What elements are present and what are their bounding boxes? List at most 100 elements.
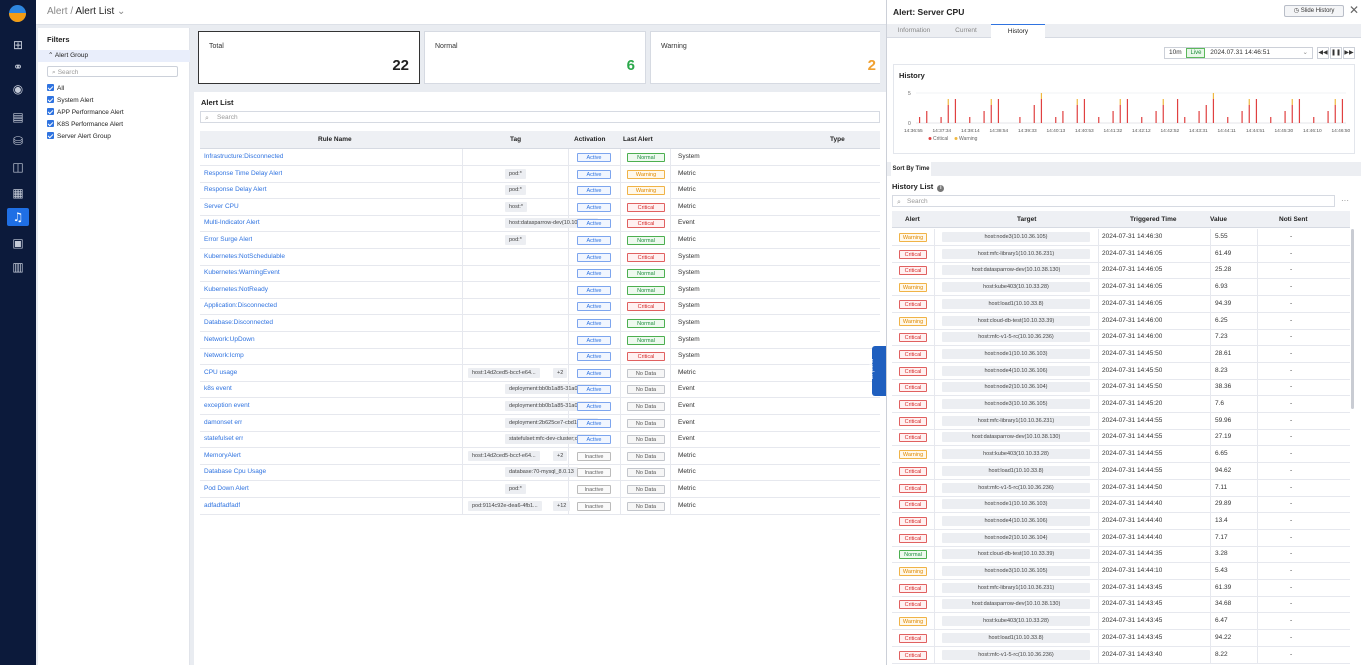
table-row[interactable]: Infrastructure:Disconnected Active Normal S…: [200, 149, 880, 166]
table-row[interactable]: Kubernetes:WarningEvent Active Normal Syste…: [200, 265, 880, 283]
tag-more-count[interactable]: +2: [553, 367, 568, 378]
history-row[interactable]: Warning host:node3(10.10.36.105) 2024-07-3…: [892, 229, 1350, 246]
rule-name-link[interactable]: Database Cpu Usage: [204, 468, 267, 476]
history-row[interactable]: Critical host:mfc-v1-5-rc(10.10.36.236) 20…: [892, 329, 1350, 347]
filter-option[interactable]: All: [47, 84, 64, 94]
history-row[interactable]: Critical host:node1(10.10.36.103) 2024-07-…: [892, 496, 1350, 514]
time-range-picker[interactable]: 10m Live 2024.07.31 14:46:51 ⌄: [1164, 47, 1313, 59]
tag-more-count[interactable]: +12: [553, 500, 571, 511]
rule-name-link[interactable]: Kubernetes:WarningEvent: [204, 269, 280, 277]
checkbox[interactable]: [47, 120, 54, 127]
col-type[interactable]: Type: [830, 136, 845, 143]
rule-name-link[interactable]: Error Surge Alert: [204, 236, 253, 243]
history-row[interactable]: Critical host:load1(10.10.33.8) 2024-07-31…: [892, 629, 1350, 647]
activation-badge[interactable]: Active: [577, 285, 611, 295]
checkbox[interactable]: [47, 96, 54, 103]
history-row[interactable]: Critical host:load1(10.10.33.8) 2024-07-31…: [892, 295, 1350, 313]
table-row[interactable]: Multi-Indicator Alert host:datasparrow-de…: [200, 215, 880, 233]
activation-badge[interactable]: Inactive: [577, 451, 611, 461]
history-row[interactable]: Critical host:mfc-v1-5-rc(10.10.36.236) 20…: [892, 646, 1350, 664]
rule-name-link[interactable]: adfadfadfadf: [204, 501, 241, 509]
filter-option[interactable]: K8S Performance Alert: [47, 120, 123, 130]
col-activation[interactable]: Activation: [574, 136, 606, 143]
activation-badge[interactable]: Active: [577, 335, 611, 345]
history-row[interactable]: Critical host:datasparrow-dev(10.10.38.13…: [892, 596, 1350, 614]
database-icon[interactable]: ⛁: [12, 134, 24, 148]
col-alert[interactable]: Alert: [905, 216, 920, 223]
server-icon[interactable]: ◉: [12, 82, 24, 96]
activation-badge[interactable]: Active: [577, 202, 611, 212]
history-row[interactable]: Critical host:node3(10.10.36.105) 2024-07-…: [892, 396, 1350, 413]
history-row[interactable]: Critical host:node2(10.10.36.104) 2024-07-…: [892, 379, 1350, 397]
table-row[interactable]: Response Delay Alert pod:* Active Warning Me…: [200, 182, 880, 200]
rule-name-link[interactable]: damonset err: [204, 418, 243, 426]
table-row[interactable]: damonset err deployment:2b625ce7-cbd1-4ff…: [200, 414, 880, 432]
rule-name-link[interactable]: Infrastructure:Disconnected: [204, 153, 284, 160]
filter-option[interactable]: Server Alert Group: [47, 132, 111, 142]
tab-current[interactable]: Current: [955, 27, 977, 34]
table-row[interactable]: Application:Disconnected Active Critical Sy…: [200, 298, 880, 316]
history-row[interactable]: Warning host:kube403(10.10.33.28) 2024-07-…: [892, 279, 1350, 297]
tab-history[interactable]: History: [991, 24, 1045, 38]
table-row[interactable]: Kubernetes:NotSchedulable Active Critical S…: [200, 248, 880, 266]
history-row[interactable]: Critical host:node4(10.10.36.106) 2024-07-…: [892, 362, 1350, 380]
rule-name-link[interactable]: Kubernetes:NotSchedulable: [204, 252, 285, 260]
rule-name-link[interactable]: Network:UpDown: [204, 335, 255, 343]
rule-name-link[interactable]: Pod Down Alert: [204, 485, 249, 492]
table-row[interactable]: statefulset err statefulset:mfc-dev-clust…: [200, 431, 880, 449]
rule-name-link[interactable]: MemoryAlert: [204, 451, 241, 459]
report-icon[interactable]: ▦: [12, 186, 24, 200]
history-search-input[interactable]: ⌕ Search: [892, 195, 1335, 207]
document-icon[interactable]: ▥: [12, 260, 24, 274]
info-icon[interactable]: i: [937, 185, 945, 192]
forward-button[interactable]: ▶▶: [1343, 47, 1355, 59]
activation-badge[interactable]: Active: [577, 219, 611, 229]
activation-badge[interactable]: Active: [577, 302, 611, 312]
chart-icon[interactable]: ◫: [12, 160, 24, 174]
table-row[interactable]: CPU usage host:14d2ced5-bccf-e64... +2 Acti…: [200, 364, 880, 382]
history-row[interactable]: Warning host:node3(10.10.36.105) 2024-07-3…: [892, 563, 1350, 580]
col-tag[interactable]: Tag: [510, 136, 522, 143]
history-row[interactable]: Critical host:load1(10.10.33.8) 2024-07-31…: [892, 462, 1350, 480]
activation-badge[interactable]: Inactive: [577, 468, 611, 478]
table-row[interactable]: MemoryAlert host:14d2ced5-bccf-e64... +2 In…: [200, 447, 880, 465]
rule-name-link[interactable]: Database:Disconnected: [204, 319, 274, 326]
rule-name-link[interactable]: exception event: [204, 402, 250, 409]
tab-information[interactable]: Information: [897, 27, 931, 34]
filter-option[interactable]: System Alert: [47, 96, 93, 106]
table-row[interactable]: exception event deployment:bb0b1a85-31a0-…: [200, 398, 880, 415]
history-row[interactable]: Critical host:datasparrow-dev(10.10.38.13…: [892, 429, 1350, 447]
history-row[interactable]: Critical host:mfc-library1(10.10.36.231) 2…: [892, 579, 1350, 597]
checkbox[interactable]: [47, 84, 54, 91]
activation-badge[interactable]: Active: [577, 418, 611, 428]
rewind-button[interactable]: ◀◀: [1317, 47, 1329, 59]
expand-handle[interactable]: Expand: [869, 346, 886, 396]
activation-badge[interactable]: Active: [577, 269, 611, 279]
scrollbar-thumb[interactable]: [1351, 229, 1354, 409]
rule-name-link[interactable]: Kubernetes:NotReady: [204, 285, 268, 293]
history-row[interactable]: Critical host:datasparrow-dev(10.10.38.13…: [892, 262, 1350, 280]
filter-search-input[interactable]: ⌕ Search: [47, 66, 178, 77]
history-row[interactable]: Normal host:cloud-db-test(10.10.33.39) 202…: [892, 546, 1350, 564]
close-icon[interactable]: ✕: [1349, 3, 1360, 17]
activation-badge[interactable]: Active: [577, 153, 611, 162]
table-row[interactable]: Network:UpDown Active Normal System: [200, 331, 880, 349]
table-row[interactable]: Pod Down Alert pod:* Inactive No Data Metric: [200, 481, 880, 498]
activation-badge[interactable]: Active: [577, 402, 611, 411]
history-row[interactable]: Critical host:node4(10.10.36.106) 2024-07-…: [892, 512, 1350, 530]
bell-icon[interactable]: ♫: [7, 208, 29, 226]
grid-icon[interactable]: ▣: [12, 236, 24, 250]
table-row[interactable]: Error Surge Alert pod:* Active Normal Metric: [200, 232, 880, 249]
history-row[interactable]: Critical host:mfc-library1(10.10.36.231) 2…: [892, 412, 1350, 430]
col-last-alert[interactable]: Last Alert: [623, 136, 653, 143]
more-icon[interactable]: ···: [1341, 196, 1349, 205]
filter-option[interactable]: APP Performance Alert: [47, 108, 124, 118]
monitor-icon[interactable]: ▤: [12, 110, 24, 124]
rule-name-link[interactable]: k8s event: [204, 385, 232, 393]
tab-sort-by-time[interactable]: Sort By Time: [891, 162, 931, 176]
rule-name-link[interactable]: Application:Disconnected: [204, 302, 277, 310]
activation-badge[interactable]: Active: [577, 319, 611, 328]
checkbox[interactable]: [47, 108, 54, 115]
history-row[interactable]: Warning host:cloud-db-test(10.10.33.39) 20…: [892, 312, 1350, 330]
rule-name-link[interactable]: Multi-Indicator Alert: [204, 219, 260, 227]
